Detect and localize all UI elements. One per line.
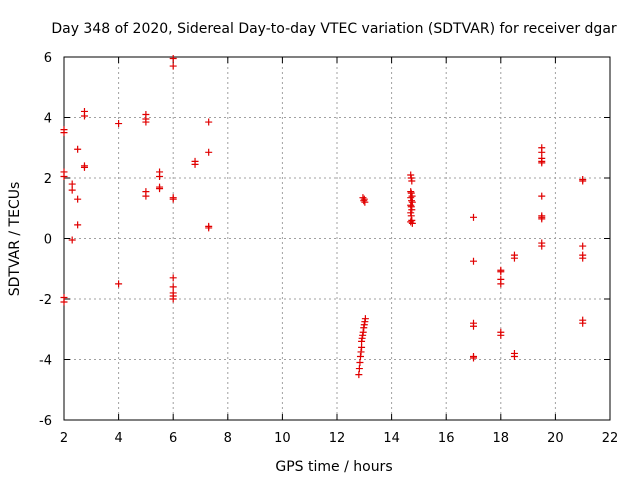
data-point-marker [68,186,76,194]
data-point-marker [68,236,76,244]
data-point-marker [497,280,505,288]
x-tick-label: 6 [169,431,177,446]
data-point-marker [205,148,213,156]
data-point-marker [205,118,213,126]
data-point-marker [356,359,364,367]
data-point-marker [361,315,369,323]
x-tick-label: 18 [493,431,510,446]
data-point-marker [74,195,82,203]
data-point-marker [408,198,416,206]
data-point-marker [408,206,416,214]
data-point-marker [169,295,177,303]
data-point-marker [497,331,505,339]
data-point-marker [169,274,177,282]
data-point-marker [115,280,123,288]
data-point-marker [538,148,546,156]
data-point-marker [408,219,416,227]
x-tick-label: 14 [383,431,400,446]
x-tick-label: 4 [114,431,122,446]
chart-title: Day 348 of 2020, Sidereal Day-to-day VTE… [51,21,617,37]
y-tick-label: 6 [44,51,52,66]
data-point-marker [169,55,177,63]
y-tick-label: -4 [39,354,52,369]
x-tick-label: 2 [60,431,68,446]
data-point-marker [358,343,366,351]
data-point-marker [68,180,76,188]
data-point-marker [579,319,587,327]
data-point-marker [538,213,546,221]
data-point-marker [156,172,164,180]
y-tick-label: 2 [44,172,52,187]
data-point-marker [60,129,68,137]
data-point-marker [408,177,416,185]
data-point-marker [470,213,477,221]
data-point-marker [74,221,82,229]
y-tick-label: -6 [39,414,52,429]
x-tick-label: 16 [438,431,455,446]
data-point-marker [407,218,415,226]
data-point-marker [60,298,68,306]
x-tick-label: 10 [274,431,291,446]
data-point-marker [579,177,587,185]
data-point-marker [169,62,177,70]
data-point-marker [361,198,369,206]
data-point-marker [60,172,68,180]
data-point-marker [510,352,518,360]
data-point-marker [80,112,88,120]
data-point-marker [142,118,150,126]
y-axis-label: SDTVAR / TECUs [7,182,23,297]
x-tick-label: 12 [329,431,346,446]
data-point-marker [538,242,546,250]
data-point-marker [470,354,477,362]
y-tick-label: -2 [39,293,52,308]
data-point-marker [360,197,368,205]
data-point-marker [408,197,416,205]
grid-lines [64,57,610,420]
data-point-marker [538,192,546,200]
data-points [60,55,587,379]
data-point-marker [579,254,587,262]
y-tick-label: 4 [44,112,52,127]
x-tick-label: 8 [224,431,232,446]
data-point-marker [169,283,177,291]
x-tick-label: 22 [602,431,619,446]
y-tick-label: 0 [44,233,52,248]
data-point-marker [355,371,363,379]
axis-ticks: 2 4 6 8 10 12 14 16 18 20 22 -6 -4 -2 0 2 4 6 [39,51,618,446]
data-point-marker [156,185,164,193]
data-point-marker [538,159,546,167]
data-point-marker [470,257,477,265]
data-point-marker [142,192,150,200]
data-point-marker [169,195,177,203]
x-tick-label: 20 [547,431,564,446]
data-point-marker [115,120,123,128]
data-point-marker [74,145,82,153]
data-point-marker [497,268,505,276]
data-point-marker [191,160,199,168]
x-axis-label: GPS time / hours [275,459,392,475]
data-point-marker [407,194,415,202]
data-point-marker [510,254,518,262]
data-point-marker [470,322,477,330]
data-point-marker [80,163,88,171]
data-point-marker [359,194,367,202]
data-point-marker [579,242,587,250]
data-point-marker [355,365,363,373]
data-point-marker [205,224,213,232]
